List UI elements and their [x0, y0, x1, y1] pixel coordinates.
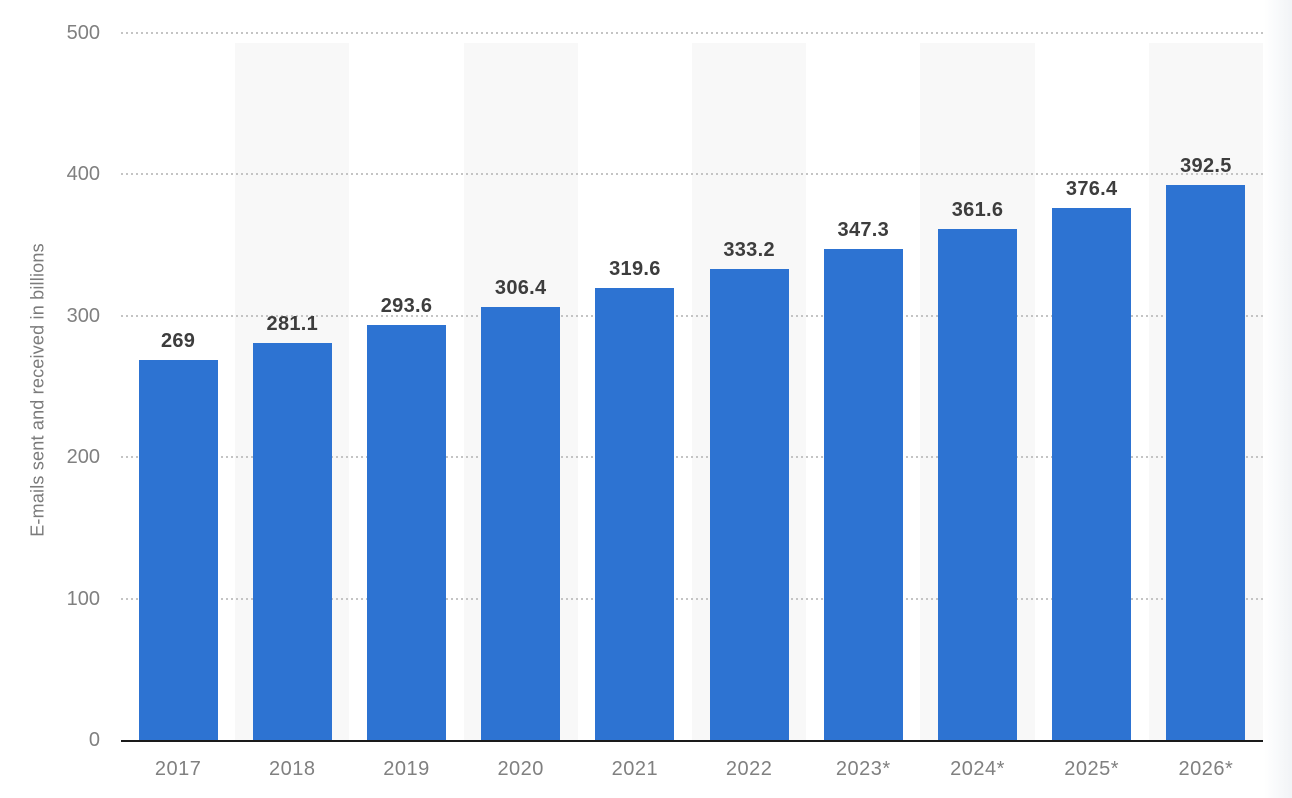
bar[interactable] [138, 359, 218, 740]
gridline [121, 456, 1263, 459]
y-axis-tick-label: 0 [88, 729, 100, 751]
x-axis-tick-label: 2023* [835, 758, 891, 780]
x-axis-tick-label: 2020 [497, 758, 544, 780]
x-axis-tick-label: 2024* [950, 758, 1005, 780]
bar-value-label: 392.5 [1180, 155, 1232, 177]
bar[interactable] [823, 248, 903, 740]
x-axis-tick-label: 2026* [1178, 758, 1234, 780]
bar[interactable] [367, 324, 446, 740]
y-axis-title: E-mails sent and received in billions [27, 243, 48, 537]
y-axis-tick-label: 300 [66, 304, 100, 327]
y-axis-tick-label: 400 [66, 163, 100, 186]
right-edge-shade [1264, 0, 1292, 798]
bar-value-label: 293.6 [380, 294, 433, 317]
x-axis-line [121, 740, 1263, 742]
bar-value-label: 281.1 [266, 312, 319, 335]
x-axis-tick-label: 2021 [611, 758, 659, 780]
y-axis-tick-label: 200 [66, 446, 100, 469]
gridline [121, 314, 1263, 317]
y-axis-tick-label: 500 [66, 22, 100, 44]
bar[interactable] [1166, 185, 1246, 740]
x-axis-tick-label: 2017 [154, 758, 202, 780]
bar[interactable] [252, 342, 332, 740]
gridline [121, 173, 1263, 176]
bar-value-label: 269 [160, 329, 196, 352]
bar[interactable] [595, 288, 675, 740]
bar-value-label: 376.4 [1065, 177, 1118, 200]
bar[interactable] [709, 268, 789, 740]
gridline [121, 597, 1263, 600]
bar[interactable] [938, 228, 1017, 740]
bar-value-label: 333.2 [723, 238, 775, 261]
x-axis-tick-label: 2019 [383, 758, 430, 780]
bar[interactable] [1052, 207, 1132, 740]
bar-value-label: 319.6 [609, 258, 661, 281]
bar-value-label: 361.6 [951, 198, 1004, 221]
x-axis-tick-label: 2018 [269, 758, 316, 780]
bar-value-label: 306.4 [494, 276, 547, 299]
gridline [121, 32, 1263, 34]
x-axis-tick-label: 2022 [725, 758, 773, 780]
x-axis-tick-label: 2025* [1064, 758, 1120, 780]
y-axis-tick-label: 100 [66, 587, 100, 610]
bar[interactable] [481, 306, 561, 740]
bar-value-label: 347.3 [837, 218, 890, 241]
